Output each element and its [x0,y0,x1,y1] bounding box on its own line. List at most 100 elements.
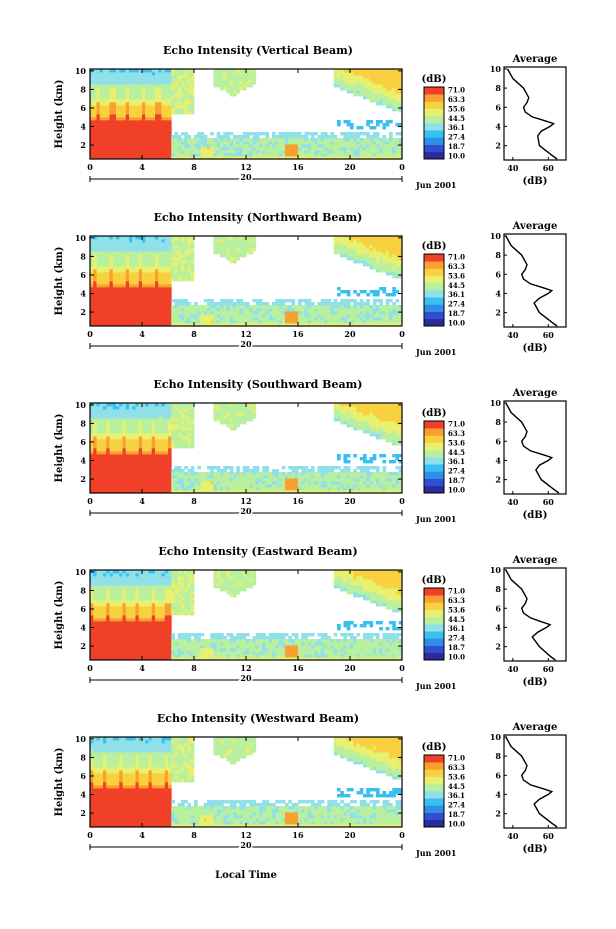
heatmap-cell [116,93,120,97]
heatmap-cell [376,123,380,127]
heatmap-cell [311,141,315,145]
heatmap-cell [142,293,146,297]
heatmap-cell [142,436,146,440]
heatmap-cell [272,132,276,136]
heatmap-cell [200,150,205,154]
heatmap-cell [132,302,136,306]
heatmap-cell [168,156,172,160]
heatmap-cell [171,239,175,243]
heatmap-cell [249,144,253,148]
heatmap-cell [288,153,292,157]
heatmap-cell [106,490,110,494]
heatmap-cell [395,84,400,88]
heatmap-cell [142,90,146,94]
heatmap-cell [142,266,146,270]
heatmap-cell [181,490,185,494]
heatmap-cell [194,323,198,327]
heatmap-cell [90,263,94,267]
heatmap-cell [343,305,348,309]
heatmap-cell [99,84,104,88]
heatmap-cell [96,144,101,148]
heatmap-cell [103,448,107,452]
heatmap-cell [363,257,367,261]
heatmap-cell [190,87,195,91]
heatmap-cell [398,90,403,94]
heatmap-cell [320,299,325,303]
heatmap-cell [138,478,143,482]
heatmap-cell [164,69,169,73]
heatmap-cell [294,144,299,148]
heatmap-cell [385,75,390,79]
heatmap-cell [190,105,195,109]
heatmap-cell [90,472,94,476]
heatmap-cell [311,153,315,157]
heatmap-cell [343,78,348,82]
heatmap-cell [320,320,325,324]
heatmap-cell [356,293,361,297]
heatmap-cell [187,412,192,416]
heatmap-cell [330,132,335,136]
heatmap-cell [194,308,198,312]
heatmap-cell [187,251,192,255]
heatmap-cell [220,302,224,306]
heatmap-cell [340,248,344,252]
heatmap-cell [298,299,302,303]
heatmap-cell [106,123,110,127]
heatmap-cell [177,135,182,139]
heatmap-cell [337,293,341,297]
heatmap-cell [213,308,218,312]
heatmap-cell [116,111,120,115]
heatmap-cell [363,242,367,246]
avg-y-tick-label: 4 [495,288,501,298]
heatmap-cell [265,302,270,306]
heatmap-cell [220,147,224,151]
heatmap-cell [246,242,250,246]
heatmap-cell [109,81,114,85]
average-xlabel: (dB) [523,343,548,354]
heatmap-cell [155,451,159,455]
heatmap-cell [90,311,94,315]
heatmap-cell [213,236,218,240]
heatmap-cell [359,245,364,249]
heatmap-cell [392,156,396,160]
heatmap-cell [151,299,156,303]
heatmap-cell [353,141,357,145]
heatmap-cell [119,418,123,422]
heatmap-cell [158,308,162,312]
heatmap-cell [148,257,153,261]
heatmap-cell [184,445,188,449]
heatmap-cell [148,123,153,127]
heatmap-cell [239,72,244,76]
heatmap-cell [122,442,127,446]
heatmap-cell [272,135,276,139]
heatmap-cell [229,150,234,154]
heatmap-cell [223,141,227,145]
heatmap-cell [103,251,107,255]
heatmap-cell [252,308,257,312]
heatmap-cell [181,90,185,94]
heatmap-cell [93,484,97,488]
heatmap-cell [125,117,130,121]
heatmap-cell [350,81,354,85]
heatmap-cell [138,72,143,76]
heatmap-cell [190,409,195,413]
heatmap-cell [184,153,188,157]
heatmap-cell [174,257,179,261]
heatmap-cell [168,150,172,154]
heatmap-cell [181,403,185,407]
heatmap-cell [142,123,146,127]
heatmap-cell [151,463,156,467]
heatmap-cell [155,430,159,434]
heatmap-cell [125,120,130,124]
heatmap-cell [382,254,387,258]
heatmap-cell [171,150,175,154]
heatmap-cell [252,487,257,491]
heatmap-cell [103,245,107,249]
heatmap-cell [145,102,149,106]
heatmap-cell [106,457,110,461]
heatmap-cell [132,87,136,91]
heatmap-cell [103,296,107,300]
heatmap-cell [171,105,175,109]
heatmap-cell [190,415,195,419]
heatmap-cell [155,96,159,100]
